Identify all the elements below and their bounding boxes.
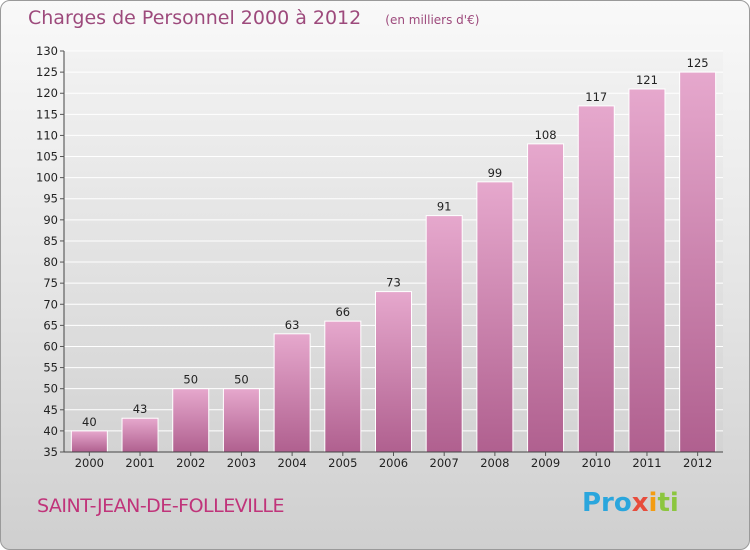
logo-part-4: ti [657, 488, 679, 518]
y-tick-label: 35 [43, 445, 58, 459]
x-tick-label-2011: 2011 [632, 456, 661, 470]
data-label-2003: 50 [234, 373, 249, 387]
data-label-2007: 91 [437, 200, 452, 214]
data-label-2011: 121 [636, 73, 658, 87]
data-label-2001: 43 [133, 402, 148, 416]
x-tick-label-2002: 2002 [176, 456, 205, 470]
bar-2010 [577, 105, 615, 453]
y-tick-label: 45 [43, 403, 58, 417]
data-label-2004: 63 [285, 318, 300, 332]
logo-part-3: i [648, 488, 658, 518]
y-tick-label: 75 [43, 276, 58, 290]
data-label-2008: 99 [488, 166, 503, 180]
x-tick-label-2010: 2010 [582, 456, 611, 470]
y-tick-label: 85 [43, 234, 58, 248]
bar-2008 [476, 181, 514, 453]
proxiti-logo: Proxiti [582, 488, 679, 518]
data-label-2002: 50 [183, 373, 198, 387]
data-label-2009: 108 [535, 128, 557, 142]
chart-title: Charges de Personnel 2000 à 2012 (en mil… [28, 7, 479, 29]
bar-2003 [222, 388, 260, 453]
y-tick-label: 90 [43, 213, 58, 227]
data-label-2010: 117 [585, 90, 607, 104]
y-tick-label: 110 [36, 128, 58, 142]
data-label-2012: 125 [687, 56, 709, 70]
bar-2005 [324, 320, 362, 453]
y-tick-label: 125 [36, 65, 58, 79]
y-tick-label: 40 [43, 424, 58, 438]
bar-2007 [425, 215, 463, 453]
bar-2011 [628, 88, 666, 453]
y-tick-label: 65 [43, 318, 58, 332]
x-tick-label-2007: 2007 [430, 456, 459, 470]
data-label-2000: 40 [82, 415, 97, 429]
y-tick-label: 95 [43, 192, 58, 206]
y-tick-label: 105 [36, 150, 58, 164]
y-tick-label: 80 [43, 255, 58, 269]
bar-2004 [273, 333, 311, 453]
bar-2000 [70, 430, 108, 453]
y-tick-label: 100 [36, 171, 58, 185]
logo-part-2: x [631, 488, 649, 518]
bar-2001 [121, 417, 159, 453]
x-tick-label-2001: 2001 [125, 456, 154, 470]
x-tick-label-2000: 2000 [75, 456, 104, 470]
chart-title-text: Charges de Personnel 2000 à 2012 [28, 7, 362, 29]
y-tick-label: 130 [36, 44, 58, 58]
x-tick-label-2005: 2005 [328, 456, 357, 470]
chart-unit: (en milliers d'€) [385, 13, 480, 27]
y-tick-label: 50 [43, 382, 58, 396]
y-tick-label: 120 [36, 86, 58, 100]
data-label-2005: 66 [335, 305, 350, 319]
x-tick-label-2004: 2004 [277, 456, 306, 470]
logo-part-1: Pro [582, 488, 632, 518]
data-label-2006: 73 [386, 276, 401, 290]
y-tick-label: 60 [43, 339, 58, 353]
x-tick-label-2009: 2009 [531, 456, 560, 470]
bar-2012 [679, 71, 717, 453]
bar-2002 [172, 388, 210, 453]
y-tick-label: 115 [36, 107, 58, 121]
x-tick-label-2012: 2012 [683, 456, 712, 470]
y-tick-label: 55 [43, 361, 58, 375]
y-tick-label: 70 [43, 297, 58, 311]
commune-name: SAINT-JEAN-DE-FOLLEVILLE [37, 495, 285, 517]
x-tick-label-2003: 2003 [227, 456, 256, 470]
bar-2006 [375, 291, 412, 453]
x-tick-label-2006: 2006 [379, 456, 408, 470]
x-tick-label-2008: 2008 [480, 456, 509, 470]
bar-2009 [527, 143, 565, 453]
